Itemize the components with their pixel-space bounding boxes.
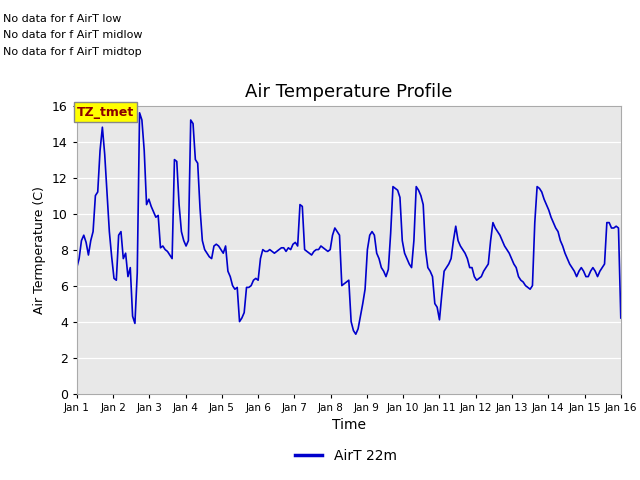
Y-axis label: Air Termperature (C): Air Termperature (C) [33, 186, 46, 313]
Text: No data for f AirT midtop: No data for f AirT midtop [3, 47, 142, 57]
Title: Air Temperature Profile: Air Temperature Profile [245, 83, 452, 101]
Legend: AirT 22m: AirT 22m [289, 443, 402, 468]
Text: No data for f AirT low: No data for f AirT low [3, 13, 122, 24]
Text: TZ_tmet: TZ_tmet [77, 106, 134, 119]
X-axis label: Time: Time [332, 418, 366, 432]
Text: No data for f AirT midlow: No data for f AirT midlow [3, 30, 143, 40]
